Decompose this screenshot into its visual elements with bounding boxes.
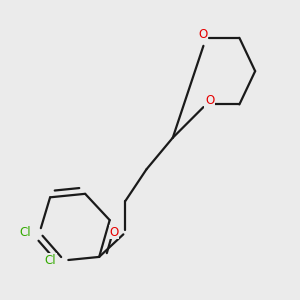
Text: Cl: Cl: [19, 226, 31, 239]
Text: Cl: Cl: [44, 254, 56, 267]
Text: O: O: [205, 94, 214, 107]
Text: O: O: [198, 28, 207, 41]
Text: O: O: [110, 226, 119, 239]
